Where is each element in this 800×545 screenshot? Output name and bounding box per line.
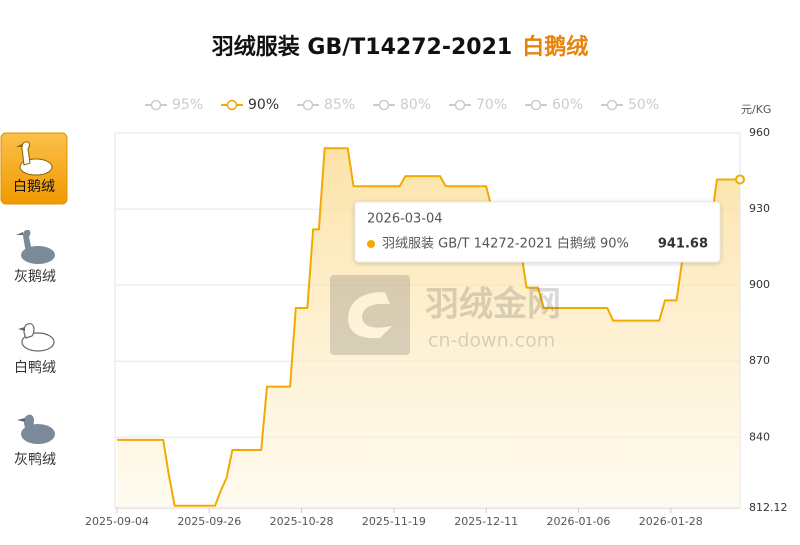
legend-symbol — [530, 99, 542, 111]
legend-item[interactable]: 95% — [145, 97, 203, 113]
tooltip-dot — [367, 240, 375, 248]
point-marker — [735, 174, 745, 185]
x-tick-label: 2025-09-26 — [177, 515, 241, 528]
series-line — [117, 147, 740, 507]
x-tick-label: 2026-01-28 — [639, 515, 703, 528]
y-tick-label: 840 — [749, 430, 770, 443]
legend-label: 80% — [400, 97, 431, 113]
sidebar-label[interactable]: 灰鸭绒 — [14, 452, 56, 468]
y-tick-label: 930 — [749, 202, 770, 215]
y-tick-label: 900 — [749, 278, 770, 291]
x-tick-label: 2026-01-06 — [547, 515, 611, 528]
x-tick-label: 2025-12-11 — [454, 515, 518, 528]
sidebar-label[interactable]: 灰鹅绒 — [14, 268, 56, 285]
title-highlight: 白鹅绒 — [522, 34, 588, 60]
x-tick-label: 2025-10-28 — [270, 515, 334, 528]
legend-item[interactable]: 90% — [221, 97, 279, 113]
legend-label: 50% — [628, 97, 659, 113]
chart-title: 羽绒服装 GB/T14272-2021 白鹅绒 — [212, 34, 588, 60]
tooltip-label: 羽绒服装 GB/T 14272-2021 白鹅绒 90% — [382, 236, 629, 252]
goose-icon — [16, 229, 55, 264]
watermark-name: 羽绒金网 — [425, 285, 561, 325]
legend-item[interactable]: 70% — [449, 97, 507, 113]
x-tick-label: 2025-11-19 — [362, 515, 426, 528]
legend-symbol — [226, 99, 238, 111]
y-tick-label: 870 — [749, 354, 770, 367]
watermark-logo — [330, 275, 410, 355]
y-unit: 元/KG — [741, 103, 771, 116]
legend-symbol — [378, 99, 390, 111]
sidebar-label[interactable]: 白鸭绒 — [14, 360, 56, 376]
legend-label: 95% — [172, 97, 203, 113]
y-tick-label: 812.12 — [749, 501, 788, 514]
legend-symbol — [454, 99, 466, 111]
legend-item[interactable]: 85% — [297, 97, 355, 113]
legend-item[interactable]: 50% — [601, 97, 659, 113]
legend-item[interactable]: 80% — [373, 97, 431, 113]
legend-symbol — [606, 99, 618, 111]
series-area — [117, 148, 740, 509]
tooltip-value: 941.68 — [658, 237, 708, 252]
duck-icon — [17, 414, 55, 444]
legend-item[interactable]: 60% — [525, 97, 583, 113]
sidebar-label[interactable]: 白鹅绒 — [13, 178, 55, 195]
duck-icon — [18, 322, 55, 352]
legend-label: 60% — [552, 97, 583, 113]
legend-label: 85% — [324, 97, 355, 113]
watermark-site: cn-down.com — [428, 330, 555, 352]
legend-symbol — [302, 99, 314, 111]
tooltip: 2026-03-04 羽绒服装 GB/T 14272-2021 白鹅绒 90% 94… — [354, 201, 721, 263]
tooltip-box — [354, 201, 721, 263]
goose-icon — [16, 141, 53, 176]
y-tick-label: 960 — [749, 126, 770, 139]
tooltip-date: 2026-03-04 — [367, 212, 443, 227]
legend-label: 90% — [248, 97, 279, 113]
x-tick-label: 2025-09-04 — [85, 515, 149, 528]
legend-label: 70% — [476, 97, 507, 113]
legend-symbol — [150, 99, 162, 111]
title-main: 羽绒服装 GB/T14272-2021 — [212, 34, 512, 60]
